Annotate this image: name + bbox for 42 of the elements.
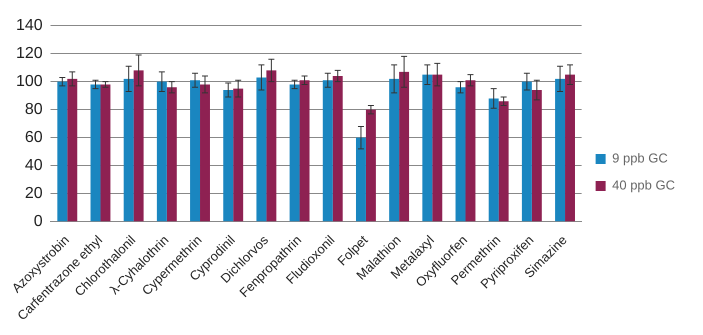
bar bbox=[498, 101, 509, 222]
bar bbox=[432, 74, 442, 222]
bar bbox=[290, 84, 300, 222]
bar bbox=[356, 138, 366, 222]
y-tick-label: 0 bbox=[34, 213, 43, 230]
y-tick-label: 100 bbox=[16, 73, 43, 90]
bar bbox=[190, 80, 200, 222]
bar bbox=[57, 82, 68, 222]
bar bbox=[134, 70, 144, 222]
bar bbox=[300, 80, 310, 222]
bar bbox=[200, 84, 210, 222]
bar bbox=[233, 88, 244, 222]
y-tick-label: 140 bbox=[16, 17, 43, 34]
bar bbox=[532, 90, 542, 222]
bar bbox=[256, 77, 266, 222]
bar bbox=[456, 87, 466, 222]
bar bbox=[422, 74, 432, 222]
bar bbox=[366, 110, 376, 222]
y-tick-label: 60 bbox=[24, 129, 43, 146]
bar bbox=[488, 98, 499, 222]
legend-label: 9 ppb GC bbox=[612, 150, 668, 166]
bar bbox=[223, 90, 234, 222]
bar bbox=[465, 80, 476, 222]
bar bbox=[67, 78, 78, 222]
bar bbox=[90, 84, 100, 222]
y-tick-label: 20 bbox=[24, 185, 43, 202]
bar bbox=[166, 87, 177, 222]
bar bbox=[332, 76, 343, 222]
bar bbox=[555, 78, 566, 222]
bar bbox=[156, 82, 167, 222]
y-tick-label: 40 bbox=[24, 157, 43, 174]
y-tick-label: 80 bbox=[24, 101, 43, 118]
bar bbox=[266, 70, 276, 222]
legend-label: 40 ppb GC bbox=[612, 178, 675, 193]
bar bbox=[124, 78, 134, 222]
bar bbox=[322, 80, 333, 222]
y-tick-label: 120 bbox=[16, 45, 43, 62]
bar bbox=[100, 84, 110, 222]
bar bbox=[565, 74, 575, 222]
bar bbox=[522, 82, 532, 222]
bar bbox=[389, 78, 400, 222]
bar bbox=[399, 72, 410, 222]
